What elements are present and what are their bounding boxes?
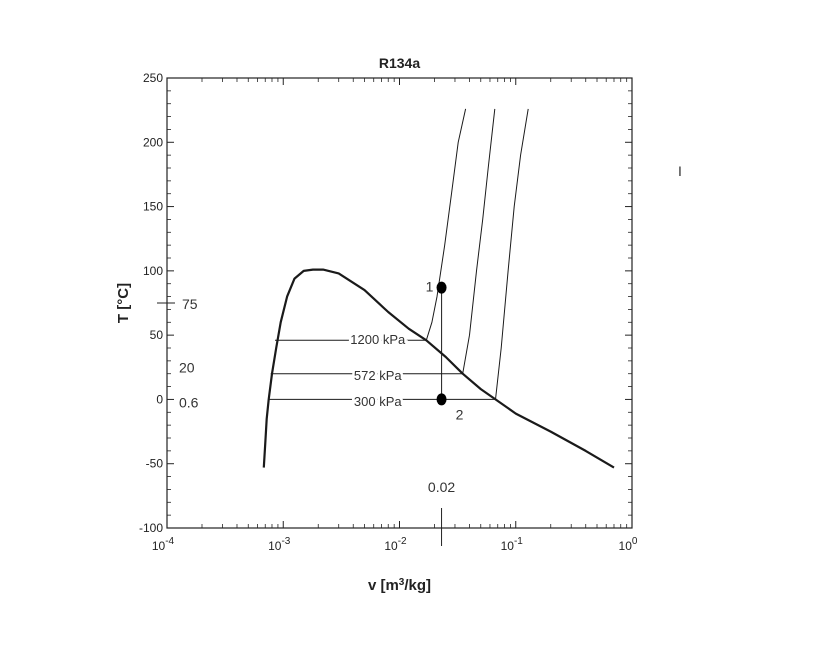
- x-tick-exponent: -2: [398, 536, 407, 547]
- x-axis-label-sup: 3: [399, 577, 405, 588]
- label-volume-0-02: 0.02: [428, 479, 455, 495]
- data-lines: [262, 108, 615, 469]
- state-point-2: [436, 393, 447, 406]
- isobar-label: 300 kPa: [354, 394, 402, 409]
- x-tick-exponent: -1: [514, 536, 523, 547]
- isobar-line: [270, 108, 496, 375]
- axis-ticks: [166, 77, 633, 529]
- y-tick-label: 250: [143, 71, 163, 85]
- x-tick-exponent: -4: [165, 536, 174, 547]
- y-axis-label: T [°C]: [115, 283, 132, 323]
- y-tick-label: 0: [156, 392, 163, 406]
- label-temperature-75: 75: [182, 296, 198, 312]
- label-temperature-20: 20: [179, 360, 195, 376]
- x-tick-exponent: 0: [632, 536, 638, 547]
- label-temperature-0-6: 0.6: [179, 394, 199, 410]
- y-tick-label: -100: [139, 521, 163, 535]
- state-label-2: 2: [456, 406, 464, 422]
- x-axis-label: v [m3/kg]: [368, 577, 431, 595]
- y-tick-label: 200: [143, 135, 163, 149]
- annotations: 1200 kPa 572 kPa 300 kPa 1 2: [157, 279, 464, 546]
- y-tick-label: 150: [143, 200, 163, 214]
- text-cursor-icon: I: [678, 163, 682, 179]
- y-tick-label: 50: [150, 328, 164, 342]
- x-axis-label-main: v [m: [368, 577, 399, 594]
- state-point-1: [436, 281, 447, 294]
- isobar-line: [268, 108, 529, 400]
- isobar-line: [275, 108, 467, 341]
- x-tick-exponent: -3: [281, 536, 290, 547]
- x-axis-label-end: /kg]: [404, 577, 431, 594]
- isobar-label: 572 kPa: [354, 368, 402, 383]
- y-tick-label: -50: [146, 457, 164, 471]
- state-label-1: 1: [426, 279, 434, 295]
- chart-title: R134a: [379, 55, 420, 71]
- y-tick-label: 100: [143, 264, 163, 278]
- isobar-label: 1200 kPa: [350, 332, 406, 347]
